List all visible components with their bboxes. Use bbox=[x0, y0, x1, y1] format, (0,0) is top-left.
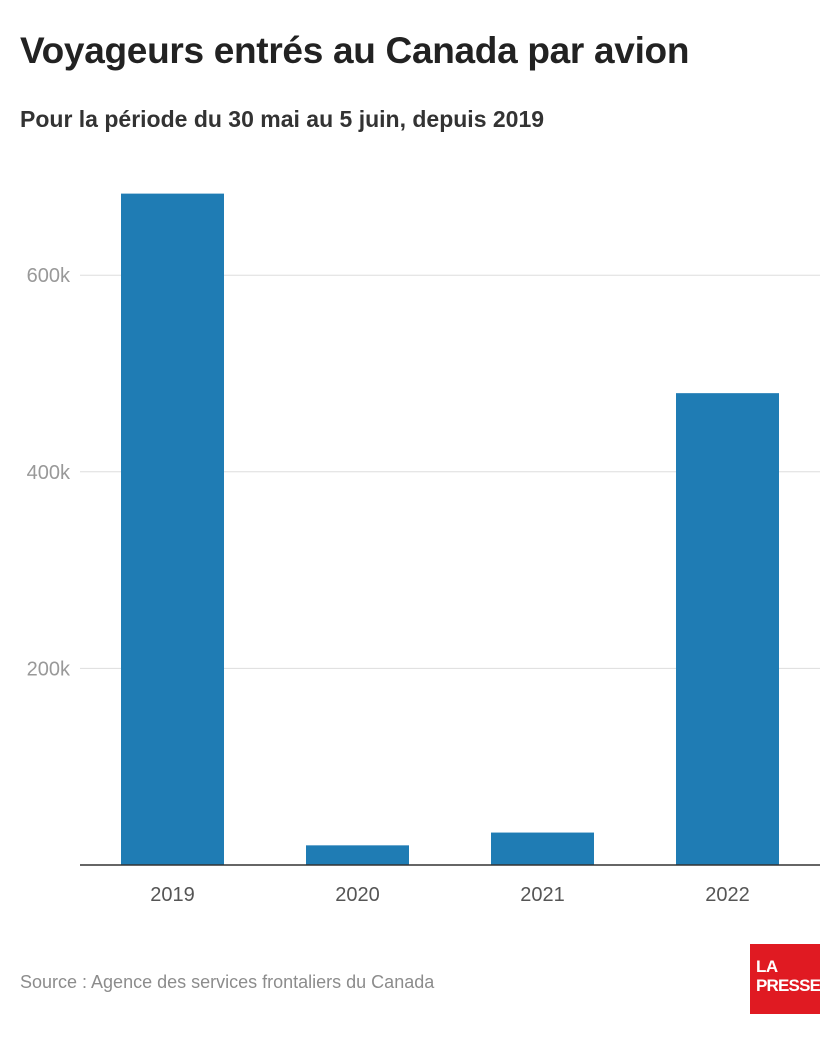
bar-2021 bbox=[491, 832, 594, 865]
logo-text-la: LA bbox=[756, 957, 778, 976]
y-tick-label-200k: 200k bbox=[27, 658, 71, 680]
x-tick-label-2019: 2019 bbox=[150, 884, 195, 906]
bar-2019 bbox=[121, 193, 224, 866]
x-tick-label-2022: 2022 bbox=[705, 884, 750, 906]
chart-title: Voyageurs entrés au Canada par avion bbox=[20, 30, 690, 71]
x-tick-label-2020: 2020 bbox=[335, 884, 380, 906]
chart-subtitle: Pour la période du 30 mai au 5 juin, dep… bbox=[20, 106, 545, 132]
bars bbox=[121, 193, 779, 866]
bar-2020 bbox=[306, 845, 409, 865]
logo-text-presse: PRESSE bbox=[756, 976, 821, 995]
bar-2022 bbox=[676, 393, 779, 865]
la-presse-logo: LA PRESSE bbox=[750, 944, 821, 1014]
bar-chart: 200k 400k 600k 2019 2020 2021 2022 bbox=[27, 193, 820, 906]
axis-labels: 200k 400k 600k 2019 2020 2021 2022 bbox=[27, 265, 750, 906]
y-tick-label-600k: 600k bbox=[27, 265, 71, 287]
x-tick-label-2021: 2021 bbox=[520, 884, 565, 906]
y-tick-label-400k: 400k bbox=[27, 462, 71, 484]
source-note: Source : Agence des services frontaliers… bbox=[20, 972, 435, 992]
